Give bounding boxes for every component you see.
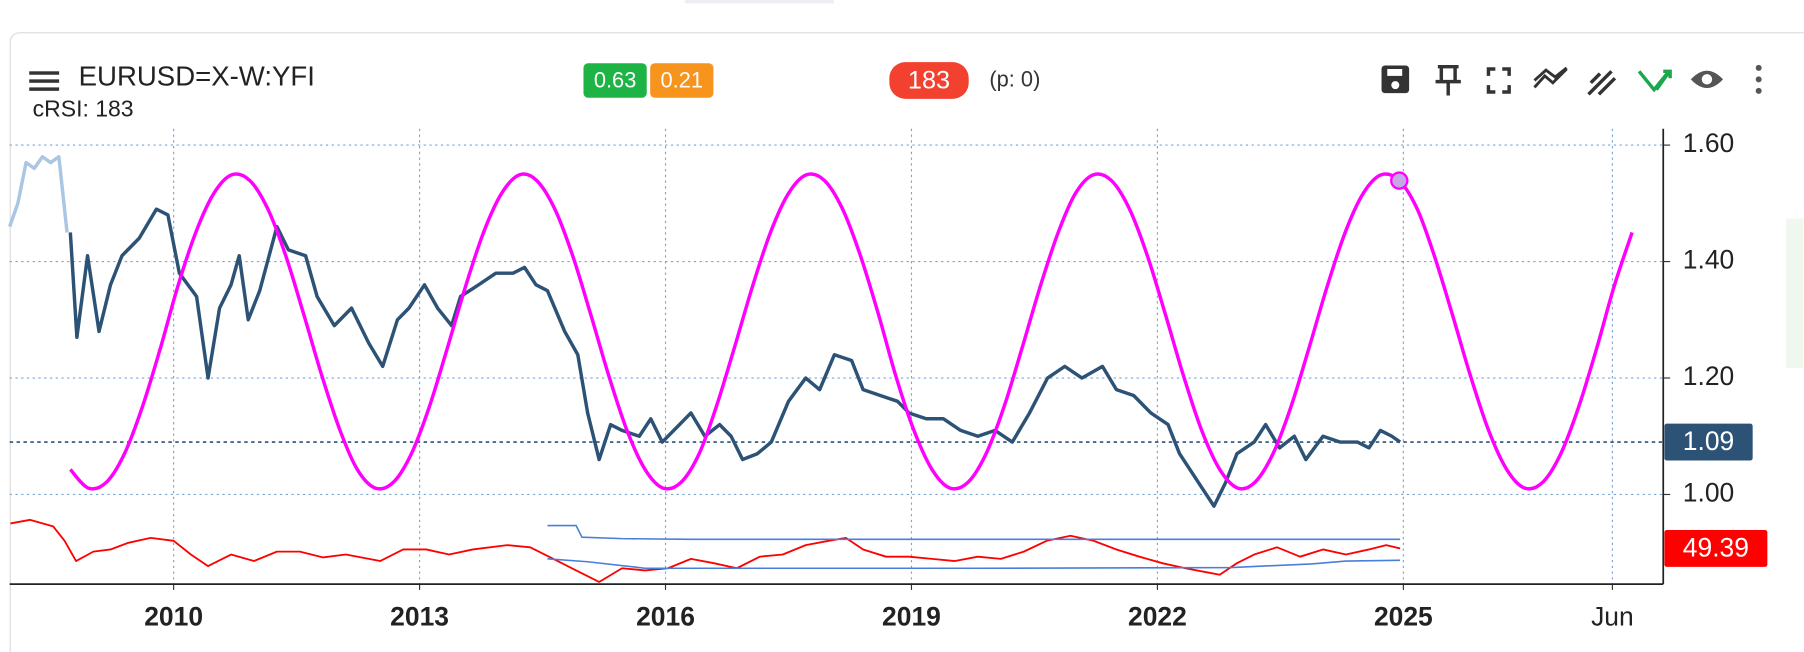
badges: 0.63 0.21 183 [583,62,969,99]
eye-icon[interactable] [1690,70,1724,88]
x-tick-label: 2019 [882,602,941,632]
last-value-box [1664,530,1768,567]
series-line [10,518,1401,583]
note: (p: 0) [989,66,1040,91]
trend-icon[interactable] [1533,66,1568,89]
card [9,32,1804,652]
last-value-label: 1.09 [1683,426,1734,456]
top-tab [684,0,835,4]
x-tick-label: 2016 [636,602,695,632]
series-line [69,172,1634,491]
draw-icon[interactable] [1587,70,1617,96]
last-value-box [1664,423,1753,461]
series-line [8,155,69,233]
series-line [547,558,1401,570]
series-line [68,207,1402,508]
plot-area: 2010 2013 2016 2019 2022 2025 Jun 1.60 1.40 1.20 1… [8,128,1768,632]
side-strip [1786,218,1804,368]
cycle-marker [1390,171,1409,190]
menu-icon[interactable] [29,71,60,91]
y-tick-label: 1.60 [1683,128,1734,158]
x-tick-label: 2010 [144,602,203,632]
badge-text: 0.63 [594,67,636,92]
badge [650,63,714,98]
x-tick-label: Jun [1591,602,1634,632]
x-tick-label: 2022 [1128,602,1187,632]
fullscreen-icon[interactable] [1486,67,1511,94]
badge-text: 0.21 [661,67,703,92]
y-tick-label: 1.20 [1683,361,1734,391]
cycle-icon[interactable] [1637,69,1672,93]
x-tick-label: 2013 [390,602,449,632]
badge [583,63,647,98]
toolbar [1381,64,1762,96]
more-icon[interactable] [1755,64,1762,94]
subtitle: cRSI: 183 [33,95,134,121]
badge [889,62,969,99]
chart-title: EURUSD=X-W:YFI [79,60,315,91]
x-tick-label: 2025 [1374,602,1433,632]
series-line [547,524,1401,541]
save-icon[interactable] [1381,65,1410,94]
pin-icon[interactable] [1435,64,1461,96]
y-tick-label: 1.00 [1683,477,1734,507]
y-tick-label: 1.40 [1683,245,1734,275]
last-value-label: 49.39 [1683,533,1749,563]
badge-text: 183 [908,66,950,94]
